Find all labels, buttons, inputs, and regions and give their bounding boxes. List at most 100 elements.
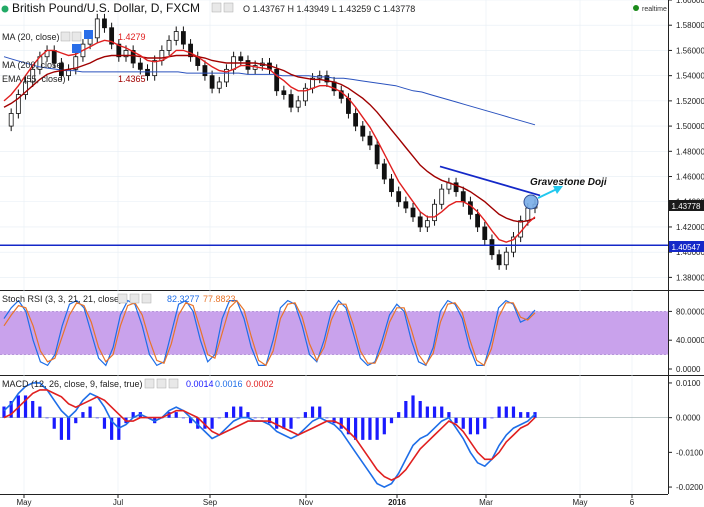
candle	[216, 76, 222, 94]
price-tick-label: 1.56000	[676, 46, 704, 55]
macd-hist-bar	[511, 406, 516, 418]
time-tick-label: 6	[630, 498, 635, 507]
realtime-dot	[633, 5, 639, 11]
candle	[475, 209, 480, 232]
candle	[94, 13, 100, 43]
macd-hist-bar	[289, 417, 293, 429]
candle	[353, 108, 359, 132]
candle	[424, 215, 430, 232]
price-tick-label: 1.38000	[676, 273, 704, 282]
macd-hist-bar	[38, 406, 42, 418]
candle-body	[216, 81, 222, 89]
macd-tick-label: -0.0200	[676, 483, 704, 492]
candle	[381, 158, 387, 185]
macd-tick-label: 0.0100	[676, 379, 701, 388]
price-tick-label: 1.58000	[676, 21, 704, 30]
resistance-trendline	[439, 165, 541, 197]
candle-body	[281, 90, 287, 95]
stoch-k-line	[3, 299, 536, 367]
price-tick-label: 1.60000	[676, 0, 704, 5]
ema55-legend[interactable]: EMA (55, close)	[2, 74, 66, 84]
realtime-label: realtime	[642, 6, 667, 13]
macd-hist-bar	[66, 417, 71, 440]
candle	[23, 76, 28, 100]
macd-hist-bar	[389, 417, 394, 424]
macd-tick-label: -0.0100	[676, 448, 704, 457]
macd-legend[interactable]: MACD (12, 26, close, 9, false, true)	[2, 379, 143, 389]
candle-body	[396, 191, 402, 203]
candle	[173, 26, 179, 46]
candle-body	[381, 163, 387, 180]
stoch-close-icon[interactable]	[141, 293, 152, 304]
candle-body	[15, 94, 21, 114]
ohlc-readout: O 1.43767 H 1.43949 L 1.43259 C 1.43778	[243, 4, 415, 14]
candle	[374, 139, 380, 169]
candle-body	[8, 113, 14, 127]
macd-hist-bar	[131, 412, 135, 418]
time-tick-label: Jul	[113, 498, 123, 507]
macd-hist-bar	[23, 395, 28, 418]
stoch-legend[interactable]: Stoch RSI (3, 3, 21, 21, close)	[2, 294, 122, 304]
macd-hist-bar	[253, 417, 257, 419]
candle-body	[73, 56, 79, 70]
ma20-eye-icon[interactable]	[60, 31, 71, 42]
macd-hist-bar	[174, 412, 178, 418]
macd-close-icon[interactable]	[168, 378, 179, 389]
candle-body	[360, 125, 366, 137]
macd-hist-bar	[102, 417, 107, 429]
candle-body	[295, 100, 301, 108]
candle-body	[439, 188, 445, 205]
doji-highlight-circle	[523, 194, 539, 210]
macd-hist-bar	[468, 417, 473, 435]
candle-body	[460, 191, 466, 203]
time-tick-label: Sep	[203, 498, 218, 507]
candle-body	[417, 216, 423, 228]
candle	[496, 249, 502, 270]
candle	[145, 64, 150, 81]
candle	[188, 39, 193, 62]
macd-hist-bar	[497, 406, 501, 418]
stoch-tick-label: 80.0000	[676, 307, 704, 316]
candle-body	[475, 213, 480, 228]
macd-hist-bar	[282, 417, 286, 429]
ma20-legend[interactable]: MA (20, close)	[2, 32, 60, 42]
stoch-k-value: 82.3277	[167, 294, 200, 304]
macd-hist-bar	[45, 417, 49, 419]
macd-hist-bar	[368, 417, 372, 440]
macd-hist-bar	[224, 412, 229, 418]
stoch-d-line	[3, 299, 536, 367]
last-price-tag	[669, 200, 704, 211]
macd-eye-icon[interactable]	[144, 378, 155, 389]
macd-value-2: 0.0016	[215, 379, 243, 389]
ma200-legend[interactable]: MA (200, close)	[2, 60, 65, 70]
instrument-title[interactable]: British Pound/U.S. Dollar, D, FXCM	[12, 1, 200, 15]
stoch-settings-icon[interactable]	[129, 293, 140, 304]
macd-hist-bar	[461, 417, 465, 429]
candle	[274, 64, 280, 96]
last-price-text: 1.43778	[672, 202, 701, 211]
time-tick-label: May	[572, 498, 587, 507]
macd-signal-line	[3, 389, 536, 481]
candle	[324, 70, 330, 87]
macd-hist-bar	[110, 417, 114, 440]
price-tick-label: 1.54000	[676, 72, 704, 81]
time-tick-label: 2016	[388, 498, 406, 507]
macd-hist-bar	[52, 417, 56, 429]
time-axis-ticks: May Jul Sep Nov 2016 Mar May 6	[16, 494, 635, 507]
macd-hist-bar	[318, 406, 322, 418]
macd-hist-bar	[454, 417, 458, 424]
macd-hist-bar	[404, 400, 408, 418]
macd-hist-bar	[210, 417, 214, 429]
legend-eye-icon[interactable]	[211, 2, 222, 13]
candle	[224, 64, 229, 87]
macd-hist-bar	[490, 417, 494, 419]
ma20-line	[3, 39, 536, 243]
candle-body	[302, 87, 308, 102]
ma20-settings-icon[interactable]	[71, 31, 82, 42]
stoch-eye-icon[interactable]	[117, 293, 128, 304]
candle	[432, 199, 437, 226]
macd-settings-icon[interactable]	[156, 378, 167, 389]
legend-settings-icon[interactable]	[223, 2, 234, 13]
candle-body	[152, 60, 158, 77]
